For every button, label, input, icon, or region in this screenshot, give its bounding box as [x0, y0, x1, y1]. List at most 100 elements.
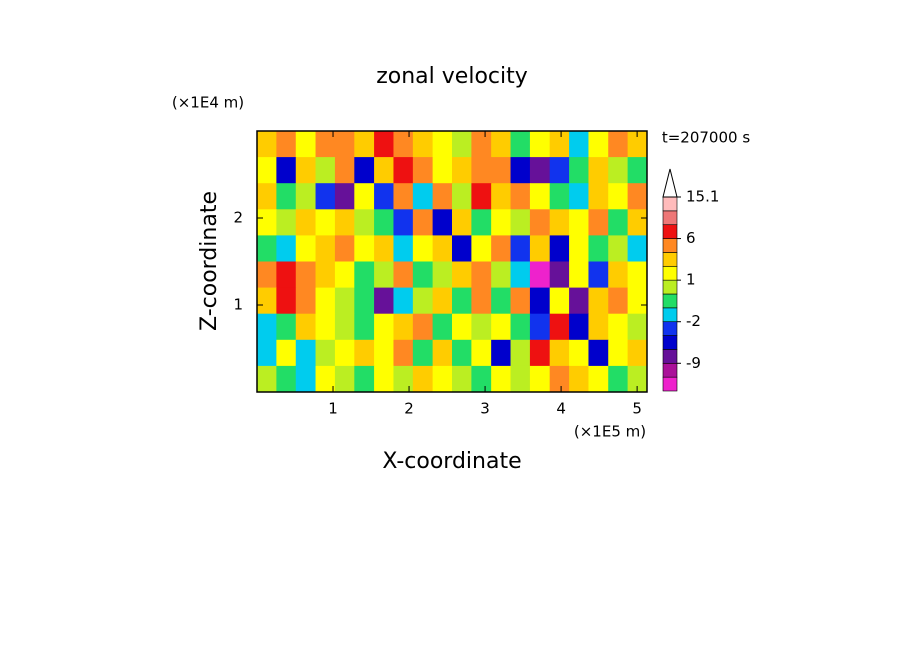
- contour-cell: [471, 339, 492, 367]
- contour-cell: [276, 183, 297, 210]
- contour-cell: [569, 261, 589, 289]
- contour-cell: [569, 313, 589, 341]
- contour-cell: [315, 157, 336, 184]
- contour-cell: [452, 261, 472, 289]
- contour-cell: [452, 157, 472, 184]
- contour-cell: [491, 365, 512, 393]
- contour-cell: [588, 235, 609, 262]
- contour-cell: [295, 131, 317, 158]
- contour-cell: [471, 131, 492, 158]
- contour-cell: [510, 157, 531, 184]
- contour-cell: [354, 339, 375, 367]
- contour-cell: [393, 183, 414, 210]
- colorbar-band: [662, 349, 678, 364]
- contour-cell: [588, 183, 609, 210]
- x-tick-label: 2: [404, 400, 414, 418]
- contour-cell: [627, 235, 648, 262]
- contour-cell: [588, 209, 609, 236]
- contour-cell: [354, 313, 375, 341]
- contour-cell: [412, 183, 434, 210]
- contour-cell: [295, 287, 317, 315]
- contour-cell: [452, 339, 472, 367]
- contour-cell: [295, 209, 317, 236]
- contour-cell: [588, 287, 609, 315]
- contour-cell: [315, 287, 336, 315]
- contour-cell: [549, 339, 570, 367]
- contour-cell: [569, 339, 589, 367]
- colorbar-band: [662, 376, 678, 392]
- contour-cell: [588, 339, 609, 367]
- contour-cell: [374, 209, 394, 236]
- contour-cell: [569, 235, 589, 262]
- field: [257, 131, 648, 393]
- colorbar-band: [662, 196, 678, 212]
- contour-cell: [549, 183, 570, 210]
- x-unit: (×1E5 m): [574, 423, 646, 441]
- contour-cell: [491, 235, 512, 262]
- contour-cell: [452, 287, 472, 315]
- contour-cell: [491, 183, 512, 210]
- contour-cell: [529, 313, 551, 341]
- contour-cell: [257, 313, 277, 341]
- contour-cell: [588, 131, 609, 158]
- contour-cell: [276, 131, 297, 158]
- contour-cell: [627, 313, 648, 341]
- contour-cell: [393, 339, 414, 367]
- contour-cell: [276, 287, 297, 315]
- contour-cell: [257, 131, 277, 158]
- contour-cell: [354, 183, 375, 210]
- contour-cell: [452, 313, 472, 341]
- contour-cell: [608, 235, 629, 262]
- contour-cell: [569, 131, 589, 158]
- contour-cell: [432, 235, 453, 262]
- contour-cell: [276, 339, 297, 367]
- contour-cell: [452, 183, 472, 210]
- plot-frame: [256, 130, 648, 393]
- contour-cell: [627, 157, 648, 184]
- contour-cell: [452, 209, 472, 236]
- contour-cell: [354, 209, 375, 236]
- contour-cell: [471, 261, 492, 289]
- y-unit: (×1E4 m): [172, 94, 244, 112]
- x-tick-label: 3: [480, 400, 490, 418]
- contour-cell: [529, 287, 551, 315]
- contour-cell: [334, 209, 355, 236]
- contour-cell: [432, 287, 453, 315]
- contour-cell: [315, 365, 336, 393]
- contour-cell: [588, 365, 609, 393]
- contour-cell: [315, 313, 336, 341]
- contour-cell: [374, 287, 394, 315]
- colorbar-tick-label: -9: [686, 354, 701, 372]
- contour-cell: [334, 235, 355, 262]
- y-tick-label: 2: [233, 209, 243, 227]
- contour-cell: [491, 131, 512, 158]
- contour-cell: [295, 183, 317, 210]
- contour-cell: [315, 261, 336, 289]
- contour-cell: [334, 157, 355, 184]
- contour-cell: [393, 261, 414, 289]
- colorbar-band: [662, 224, 678, 239]
- contour-cell: [588, 313, 609, 341]
- contour-cell: [295, 235, 317, 262]
- y-tick-label: 1: [233, 296, 243, 314]
- contour-cell: [393, 157, 414, 184]
- contour-cell: [334, 183, 355, 210]
- contour-cell: [608, 183, 629, 210]
- contour-cell: [412, 287, 434, 315]
- x-label: X-coordinate: [382, 449, 521, 474]
- contour-cell: [257, 365, 277, 393]
- contour-cell: [295, 157, 317, 184]
- contour-cell: [374, 261, 394, 289]
- colorbar-band: [662, 335, 678, 350]
- contour-cell: [257, 339, 277, 367]
- contour-cell: [529, 209, 551, 236]
- contour-cell: [276, 313, 297, 341]
- contour-cell: [608, 209, 629, 236]
- contour-cell: [529, 183, 551, 210]
- colorbar-band: [662, 252, 678, 267]
- contour-cell: [549, 157, 570, 184]
- colorbar-band: [662, 210, 678, 226]
- contour-cell: [393, 313, 414, 341]
- contour-cell: [432, 261, 453, 289]
- contour-cell: [510, 365, 531, 393]
